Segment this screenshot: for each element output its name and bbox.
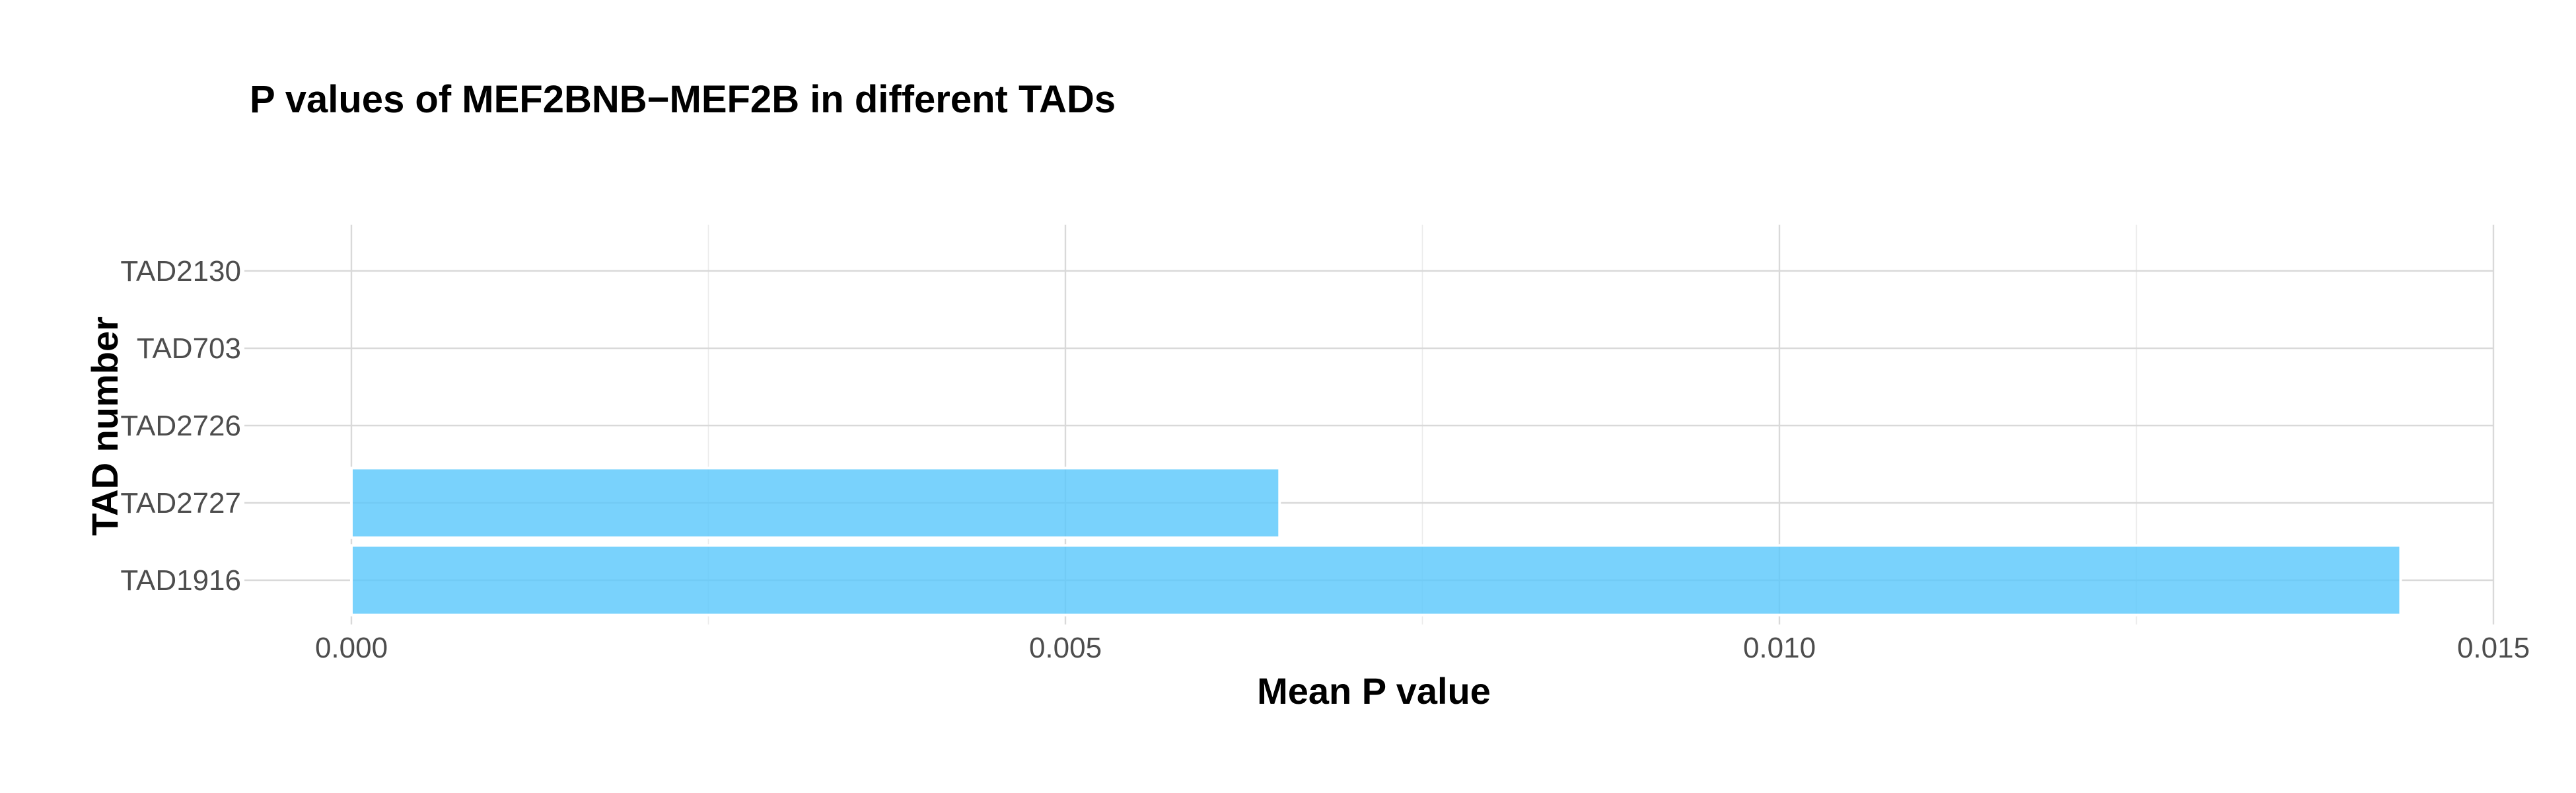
x-tick-label: 0.005	[1029, 632, 1102, 664]
x-tick-label: 0.015	[2457, 632, 2530, 664]
bar-tad1916	[350, 544, 2402, 617]
x-axis-title: Mean P value	[1257, 670, 1491, 712]
bars	[350, 467, 2402, 617]
y-tick-label: TAD703	[137, 332, 241, 365]
y-tick-label: TAD2130	[120, 255, 241, 287]
y-axis-ticks: TAD2130 TAD703 TAD2726 TAD2727 TAD1916	[120, 255, 241, 597]
y-tick-label: TAD1916	[120, 564, 241, 597]
y-tick-label: TAD2727	[120, 487, 241, 519]
y-tick-label: TAD2726	[120, 410, 241, 442]
x-tick-label: 0.000	[315, 632, 388, 664]
bar-tad2727	[350, 467, 1281, 539]
x-tick-label: 0.010	[1743, 632, 1816, 664]
y-axis-title: TAD number	[84, 317, 125, 536]
x-axis-ticks: 0.000 0.005 0.010 0.015	[315, 632, 2530, 664]
chart-title: P values of MEF2BNB−MEF2B in different T…	[250, 78, 1116, 121]
